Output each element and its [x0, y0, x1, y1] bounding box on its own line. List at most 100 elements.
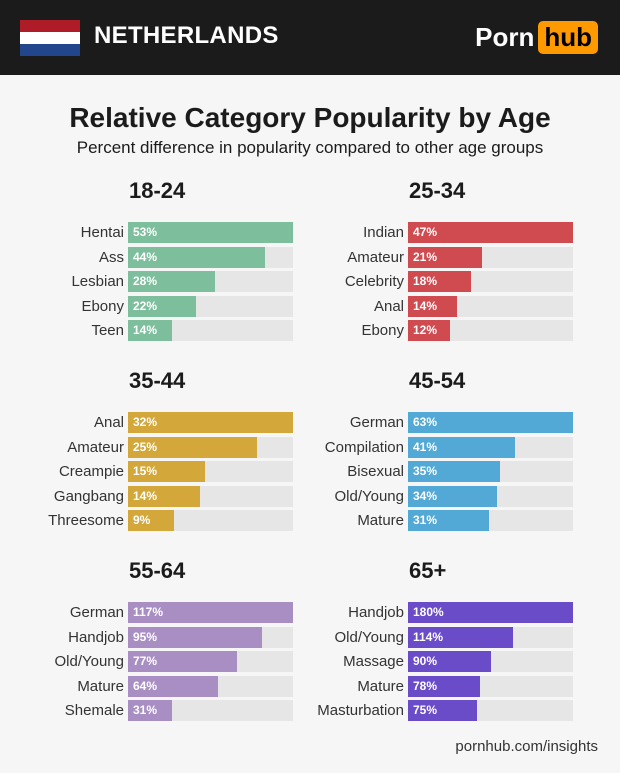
bar-value-label: 21%	[413, 249, 438, 264]
bar-track: 64%	[128, 675, 293, 697]
age-panel: 25-34 Indian 47% Amateur 21% Celebrity 18% Anal…	[280, 178, 573, 348]
category-label: Indian	[363, 224, 404, 241]
bar-row: Teen 14%	[0, 320, 294, 341]
bar	[128, 412, 293, 433]
bar-row: Amateur 25%	[0, 436, 294, 458]
bar-value-label: 44%	[133, 249, 158, 264]
bar-track: 114%	[408, 626, 573, 648]
bar	[128, 246, 265, 268]
bar-row: Massage 90%	[280, 651, 574, 672]
source-link[interactable]: pornhub.com/insights	[455, 738, 598, 755]
bar-track: 15%	[128, 461, 293, 482]
bar-value-label: 32%	[133, 415, 158, 429]
bar	[128, 651, 237, 672]
bar-value-label: 35%	[413, 464, 438, 478]
bar-track: 35%	[408, 461, 573, 482]
pornhub-logo[interactable]: Porn hub	[475, 20, 598, 54]
category-label: Bisexual	[347, 463, 404, 480]
bar	[128, 626, 262, 648]
category-label: Amateur	[347, 248, 404, 266]
bar-value-label: 14%	[133, 488, 158, 503]
bar-row: Celebrity 18%	[280, 271, 574, 292]
bar	[408, 510, 490, 531]
bar	[408, 602, 573, 623]
bar-row: Hentai 53%	[0, 222, 294, 243]
category-label: Massage	[343, 653, 404, 670]
bar-value-label: 12%	[413, 323, 438, 337]
bar-value-label: 180%	[413, 605, 444, 619]
bar-track: 41%	[408, 436, 573, 458]
bar-row: Old/Young 114%	[280, 626, 574, 648]
bar	[408, 626, 513, 648]
bar	[408, 222, 573, 243]
bar-track: 9%	[128, 510, 293, 531]
bar-track: 117%	[128, 602, 293, 623]
category-label: Teen	[91, 322, 124, 339]
bar-row: German 63%	[280, 412, 574, 433]
bar-row: Ass 44%	[0, 246, 294, 268]
bar-row: Gangbang 14%	[0, 485, 294, 507]
bar-value-label: 90%	[413, 654, 438, 668]
category-label: Hentai	[80, 224, 124, 241]
category-label: Handjob	[68, 628, 124, 646]
bar-value-label: 15%	[133, 464, 158, 478]
bar-row: Anal 14%	[280, 295, 574, 317]
chart-title: Relative Category Popularity by Age	[69, 102, 551, 133]
netherlands-flag-icon	[20, 20, 80, 56]
bar-track: 75%	[408, 700, 573, 721]
bar	[128, 461, 206, 482]
bar	[408, 651, 491, 672]
bar	[408, 320, 451, 341]
bar-row: Compilation 41%	[280, 436, 574, 458]
bar	[128, 602, 293, 623]
bar-row: Mature 31%	[280, 510, 574, 531]
category-label: Old/Young	[54, 653, 124, 670]
bar-track: 14%	[128, 485, 293, 507]
bar-track: 32%	[128, 412, 293, 433]
bar-value-label: 64%	[133, 678, 158, 693]
bar	[128, 436, 257, 458]
bar-track: 77%	[128, 651, 293, 672]
bar-value-label: 47%	[413, 225, 438, 239]
age-group-title: 65+	[409, 558, 447, 583]
bar-track: 28%	[128, 271, 293, 292]
chart-subtitle: Percent difference in popularity compare…	[76, 138, 544, 157]
category-label: Shemale	[64, 702, 124, 719]
bar	[128, 320, 172, 341]
age-panel: 18-24 Hentai 53% Ass 44% Lesbian 28% Ebony 22% Te…	[0, 178, 293, 348]
age-panel: 45-54 German 63% Compilation 41% Bisexual 35% O…	[280, 368, 573, 538]
bar-value-label: 18%	[413, 274, 438, 288]
bar-row: Mature 64%	[0, 675, 294, 697]
bar	[128, 700, 172, 721]
bar-value-label: 117%	[133, 605, 164, 619]
bar-row: Indian 47%	[280, 222, 574, 243]
logo-text-left: Porn	[475, 21, 535, 52]
bar-track: 78%	[408, 675, 573, 697]
country-name: NETHERLANDS	[94, 22, 279, 49]
bar-row: Handjob 180%	[280, 602, 574, 623]
category-label: Ebony	[81, 297, 124, 315]
bar	[408, 436, 516, 458]
bar-row: German 117%	[0, 602, 294, 623]
bar-row: Ebony 12%	[280, 320, 574, 341]
bar-value-label: 25%	[133, 439, 158, 454]
bar-track: 95%	[128, 626, 293, 648]
category-label: Anal	[373, 297, 404, 315]
age-group-title: 25-34	[409, 178, 466, 203]
bar-row: Shemale 31%	[0, 700, 294, 721]
category-label: Amateur	[67, 438, 124, 456]
bar-row: Old/Young 77%	[0, 651, 294, 672]
bar	[128, 222, 293, 243]
bar-row: Ebony 22%	[0, 295, 294, 317]
bar	[128, 295, 197, 317]
bar-value-label: 75%	[413, 703, 438, 717]
category-label: Creampie	[58, 463, 124, 480]
bar-value-label: 9%	[133, 513, 151, 527]
bar-track: 31%	[128, 700, 293, 721]
category-label: Ass	[98, 248, 124, 266]
logo-text-right: hub	[538, 20, 598, 54]
age-group-title: 18-24	[129, 178, 186, 203]
bar-value-label: 28%	[133, 274, 158, 288]
flag-stripe-white	[20, 32, 80, 44]
bar-track: 90%	[408, 651, 573, 672]
